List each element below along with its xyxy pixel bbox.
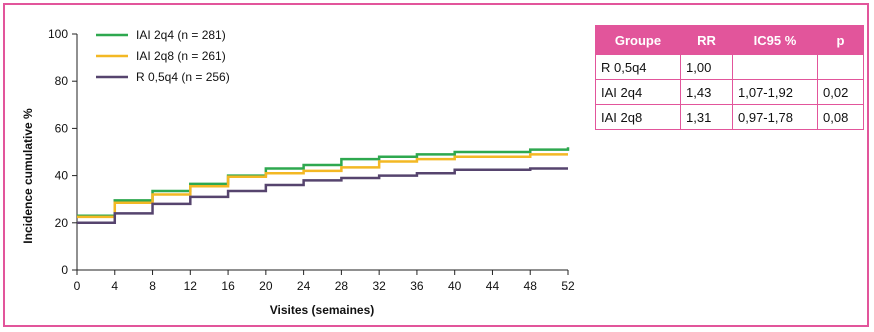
x-tick-label: 16 (221, 279, 235, 293)
series-line-1 (77, 147, 570, 217)
table-cell: 1,43 (680, 79, 733, 105)
y-tick-label: 0 (61, 263, 68, 277)
table-cell (817, 54, 864, 80)
x-tick-label: 24 (297, 279, 311, 293)
col-header-rr: RR (680, 25, 733, 55)
legend-label: R 0,5q4 (n = 256) (136, 70, 230, 84)
col-header-ic95: IC95 % (732, 25, 818, 55)
table-cell: 0,08 (817, 104, 864, 130)
x-tick-label: 20 (259, 279, 273, 293)
x-tick-label: 48 (524, 279, 538, 293)
table-row: IAI 2q8 1,31 0,97-1,78 0,08 (595, 104, 864, 130)
table-cell: IAI 2q4 (595, 79, 681, 105)
x-tick-label: 36 (410, 279, 424, 293)
x-tick-label: 8 (149, 279, 156, 293)
y-tick-label: 20 (55, 216, 69, 230)
x-tick-label: 52 (561, 279, 575, 293)
chart-legend: IAI 2q4 (n = 281) IAI 2q8 (n = 261) R 0,5q… (96, 28, 230, 84)
table-cell: R 0,5q4 (595, 54, 681, 80)
series-line-2 (77, 153, 568, 219)
x-tick-label: 28 (335, 279, 349, 293)
x-tick-label: 32 (372, 279, 386, 293)
chart-series (77, 147, 570, 225)
x-tick-label: 4 (111, 279, 118, 293)
table-cell: 1,31 (680, 104, 733, 130)
table-header-row: Groupe RR IC95 % p (595, 25, 864, 55)
y-tick-label: 40 (55, 169, 69, 183)
series-line-3 (77, 167, 568, 225)
table-cell: 1,07-1,92 (732, 79, 818, 105)
y-tick-label: 80 (55, 74, 69, 88)
x-axis-title: Visites (semaines) (270, 303, 375, 317)
table-row: R 0,5q4 1,00 (595, 54, 864, 80)
y-tick-label: 60 (55, 121, 69, 135)
table-cell (732, 54, 818, 80)
x-tick-label: 0 (74, 279, 81, 293)
col-header-p: p (817, 25, 864, 55)
table-cell: 0,02 (817, 79, 864, 105)
x-tick-label: 44 (486, 279, 500, 293)
col-header-groupe: Groupe (595, 25, 681, 55)
y-tick-label: 100 (48, 27, 68, 41)
legend-label: IAI 2q8 (n = 261) (136, 49, 226, 63)
table-row: IAI 2q4 1,43 1,07-1,92 0,02 (595, 79, 864, 105)
table-cell: 0,97-1,78 (732, 104, 818, 130)
table-cell: 1,00 (680, 54, 733, 80)
x-tick-label: 12 (184, 279, 198, 293)
relative-risk-table: Groupe RR IC95 % p R 0,5q4 1,00 IAI 2q4 … (595, 25, 864, 130)
x-tick-label: 40 (448, 279, 462, 293)
table-cell: IAI 2q8 (595, 104, 681, 130)
y-axis-title: Incidence cumulative % (21, 108, 35, 244)
legend-label: IAI 2q4 (n = 281) (136, 28, 226, 42)
